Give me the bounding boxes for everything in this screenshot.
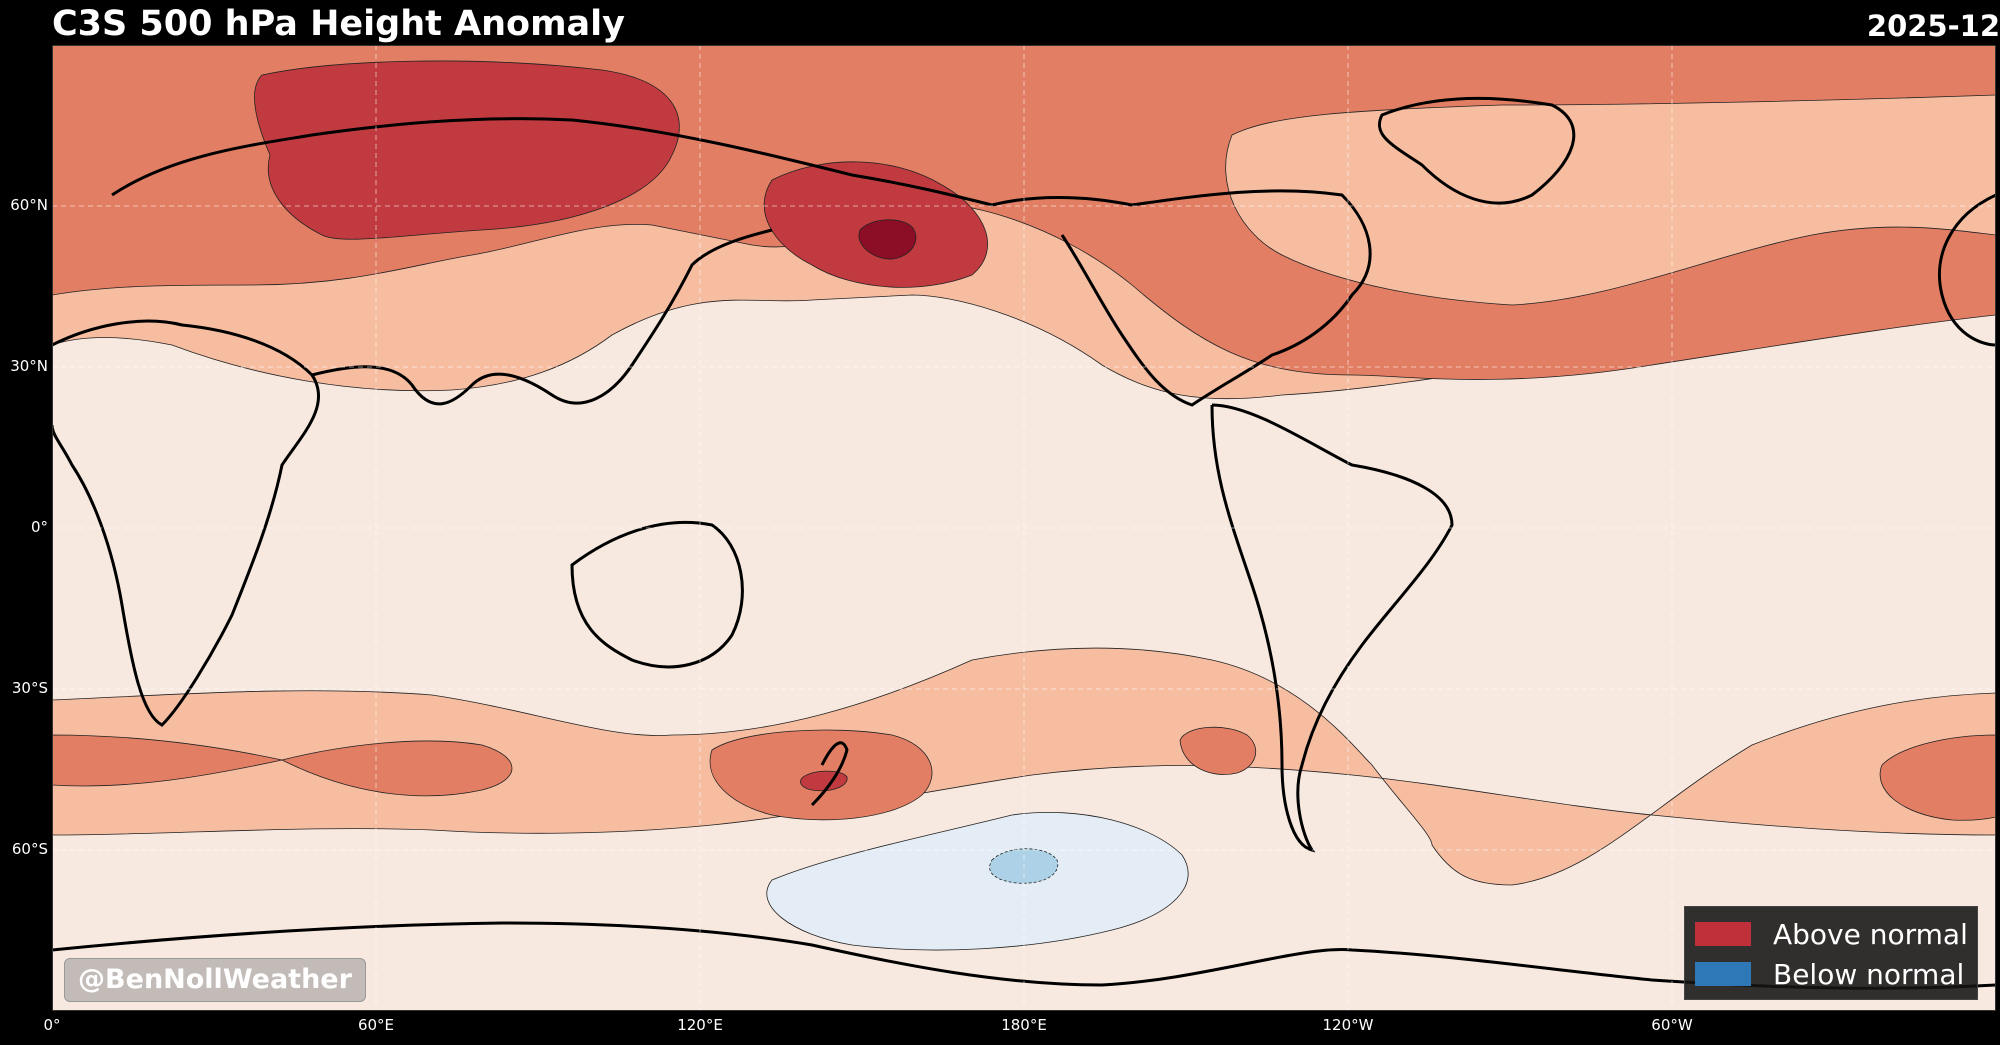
map-frame xyxy=(52,45,1996,1011)
gridlines xyxy=(52,45,1996,1011)
anomaly-south-indian2-level2 xyxy=(280,740,513,797)
lat-label-30n: 30°N xyxy=(10,357,48,375)
anomaly-negative-level1 xyxy=(766,812,1189,951)
coastlines xyxy=(52,96,1996,990)
legend-item-below: Below normal xyxy=(1695,955,1964,993)
legend-swatch-below xyxy=(1695,962,1751,986)
legend-label-above: Above normal xyxy=(1773,917,1968,951)
legend-label-below: Below normal xyxy=(1773,957,1965,991)
lon-label-0: 0° xyxy=(43,1016,61,1034)
lat-label-60s: 60°S xyxy=(11,840,48,858)
forecast-date: 2025-12 xyxy=(1866,9,2000,43)
legend-swatch-above xyxy=(1695,922,1751,946)
lon-label-180e: 180°E xyxy=(1001,1016,1047,1034)
lat-label-equator: 0° xyxy=(30,518,48,536)
legend-item-above: Above normal xyxy=(1695,915,1968,953)
lon-label-120e: 120°E xyxy=(677,1016,723,1034)
lat-label-30s: 30°S xyxy=(11,679,48,697)
map-title: C3S 500 hPa Height Anomaly xyxy=(52,4,625,44)
legend: Above normal Below normal xyxy=(1684,906,1978,1000)
lon-label-60e: 60°E xyxy=(357,1016,395,1034)
lon-label-60w: 60°W xyxy=(1651,1016,1693,1034)
anomaly-pacific-level4 xyxy=(858,219,917,260)
anomaly-south-atlantic-level2 xyxy=(1179,726,1257,775)
anomaly-eurasia-level3 xyxy=(254,60,680,240)
credit-badge: @BenNollWeather xyxy=(64,958,366,1002)
anomaly-south-east-level2 xyxy=(1879,734,1996,821)
anomaly-map xyxy=(52,45,1996,1011)
lat-label-60n: 60°N xyxy=(10,196,48,214)
lon-label-120w: 120°W xyxy=(1322,1016,1374,1034)
